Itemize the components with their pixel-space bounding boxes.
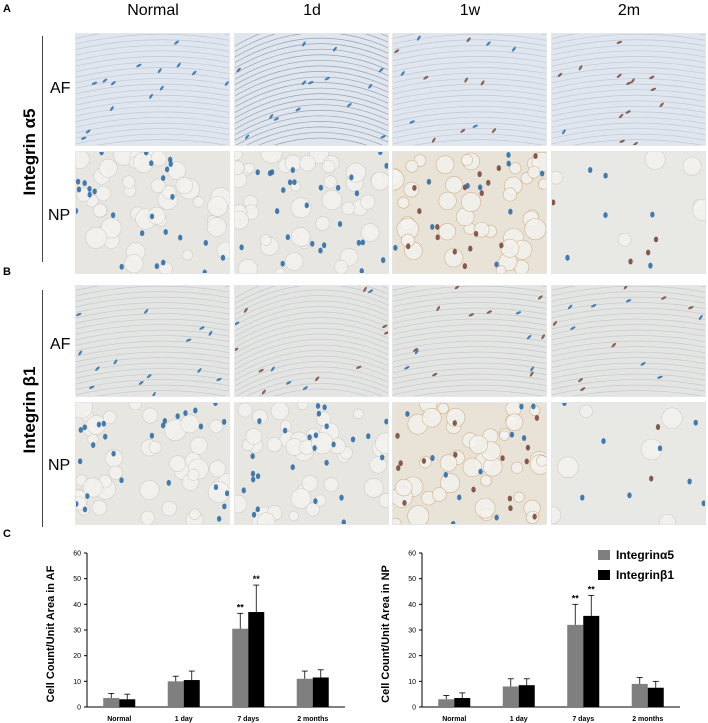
chart-af-y-tick-label: 50 [73, 576, 81, 583]
column-header-2m: 2m [617, 2, 641, 19]
micrograph-np-2m-row2 [551, 151, 706, 274]
chart-af-svg: Cell Count/Unit Area in AF 0 10 20 30 40 50 60 N… [45, 551, 345, 723]
micrograph-np-2m-row4 [551, 402, 706, 525]
chart-af-significance-label: ** [253, 574, 261, 584]
chart-af-y-tick-label: 20 [73, 653, 81, 660]
panel-label-b: B [3, 266, 11, 278]
legend-label-a5: Integrinα5 [616, 548, 675, 562]
chart-legend: Integrinα5 Integrinβ1 [598, 545, 674, 585]
chart-np-significance-label: ** [572, 593, 580, 603]
chart-np-bar-b1 [647, 687, 664, 707]
column-header-normal: Normal [127, 2, 179, 19]
chart-af-bar-a5 [103, 698, 120, 707]
chart-np-y-tick-label: 10 [408, 679, 416, 686]
chart-af-x-tick-label: Normal [107, 716, 131, 723]
chart-af: Cell Count/Unit Area in AF 0 10 20 30 40 50 60 N… [40, 545, 360, 723]
micrograph-af-1d-row1 [234, 33, 389, 146]
chart-np-bar-b1 [583, 615, 600, 707]
chart-af-bar-a5 [167, 681, 184, 707]
chart-af-bar-a5 [232, 628, 249, 707]
chart-np-bar-a5 [438, 699, 455, 707]
group-divider-a5 [42, 36, 43, 262]
chart-np-significance-label: ** [588, 584, 596, 594]
chart-np-y-axis-label: Cell Count/Unit Area in NP [380, 565, 392, 703]
chart-np-x-tick-label: 2 months [632, 716, 663, 723]
chart-af-x-tick-label: 1 day [175, 716, 193, 723]
chart-af-y-tick-label: 30 [73, 628, 81, 635]
legend-item-a5: Integrinα5 [598, 545, 674, 565]
chart-af-bar-b1 [183, 680, 200, 707]
micrograph-np-1d-row4 [234, 402, 389, 525]
chart-np-bar-b1 [454, 698, 471, 707]
micrograph-af-2m-row3 [551, 285, 706, 397]
legend-label-b1: Integrinβ1 [616, 568, 674, 582]
chart-np-y-tick-label: 0 [412, 705, 416, 712]
chart-np-y-tick-label: 50 [408, 576, 416, 583]
micrograph-af-1d-row3 [234, 285, 389, 397]
chart-np-bar-b1 [518, 685, 535, 707]
column-header-1w: 1w [459, 2, 481, 19]
legend-item-b1: Integrinβ1 [598, 565, 674, 585]
panel-label-a: A [3, 3, 11, 15]
chart-np-svg: Cell Count/Unit Area in NP 0 10 20 30 40 50 60 N… [380, 551, 680, 723]
micrograph-np-1w-row4 [392, 402, 547, 525]
micrograph-np-normal-row2 [75, 151, 230, 274]
chart-af-bar-b1 [312, 677, 329, 707]
micrograph-af-2m-row1 [551, 33, 706, 146]
legend-swatch-b1 [598, 570, 610, 580]
chart-af-y-tick-label: 0 [77, 705, 81, 712]
row-label-np-b1: NP [48, 457, 71, 474]
row-label-af-b1: AF [50, 336, 71, 353]
chart-np-bar-a5 [567, 624, 584, 707]
chart-np-y-tick-label: 30 [408, 628, 416, 635]
chart-af-bar-b1 [248, 612, 265, 707]
legend-swatch-a5 [598, 550, 610, 560]
chart-np-y-tick-label: 20 [408, 653, 416, 660]
column-header-1d: 1d [303, 2, 321, 19]
chart-np-y-tick-label: 60 [408, 551, 416, 558]
group-label-integrin-b1: Integrin β1 [20, 366, 39, 454]
chart-af-bar-b1 [119, 699, 136, 707]
chart-np-x-tick-label: 1 day [510, 716, 528, 723]
chart-af-y-tick-label: 40 [73, 602, 81, 609]
chart-af-x-tick-label: 2 months [297, 716, 328, 723]
micrograph-af-1w-row3 [392, 285, 547, 397]
chart-np-bar-a5 [631, 683, 648, 707]
chart-np-bar-a5 [502, 686, 519, 707]
micrograph-np-1w-row2 [392, 151, 547, 274]
micrograph-af-normal-row3 [75, 285, 230, 397]
row-label-np-a5: NP [48, 207, 71, 224]
chart-af-x-tick-label: 7 days [237, 716, 259, 723]
chart-np-y-tick-label: 40 [408, 602, 416, 609]
chart-af-significance-label: ** [237, 602, 245, 612]
chart-af-y-axis-label: Cell Count/Unit Area in AF [45, 565, 57, 702]
chart-af-bar-a5 [296, 678, 313, 707]
micrograph-af-normal-row1 [75, 33, 230, 146]
micrograph-np-1d-row2 [234, 151, 389, 274]
chart-np-x-tick-label: Normal [442, 716, 466, 723]
micrograph-af-1w-row1 [392, 33, 547, 146]
chart-af-y-tick-label: 60 [73, 551, 81, 558]
group-divider-b1 [42, 290, 43, 527]
group-label-integrin-a5: Integrin α5 [20, 108, 39, 196]
chart-af-y-tick-label: 10 [73, 679, 81, 686]
chart-np: Cell Count/Unit Area in NP 0 10 20 30 40 50 60 N… [375, 545, 695, 723]
row-label-af-a5: AF [50, 80, 71, 97]
chart-np-x-tick-label: 7 days [572, 716, 594, 723]
micrograph-np-normal-row4 [75, 402, 230, 525]
panel-label-c: C [3, 528, 11, 540]
